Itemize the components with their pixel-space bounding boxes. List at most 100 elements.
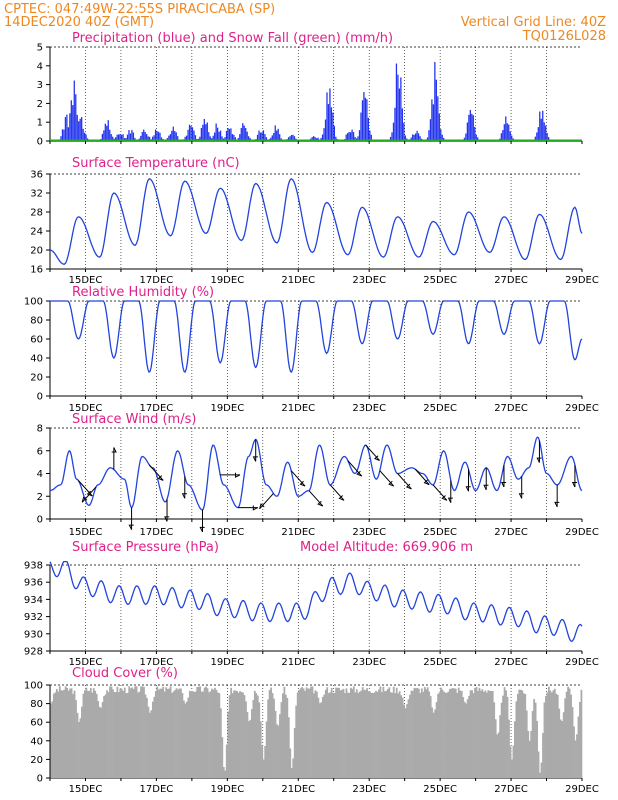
precip-bar <box>261 132 263 141</box>
x-tick-label: 23DEC <box>352 657 386 668</box>
cloud-bar <box>166 688 169 778</box>
cloud-bar <box>267 699 270 778</box>
precip-bar <box>246 131 248 141</box>
precip-bar <box>144 131 146 141</box>
cloud-bar <box>185 701 188 778</box>
cloud-bar <box>440 687 442 778</box>
x-tick-label: 27DEC <box>494 657 528 668</box>
precip-bar <box>363 92 365 141</box>
cloud-bar <box>330 687 333 778</box>
precip-bar <box>417 133 420 141</box>
cloud-bar <box>434 709 436 778</box>
wind-arrow <box>259 493 274 510</box>
cloud-bar <box>548 686 550 778</box>
precip-bar <box>72 105 74 141</box>
wind-arrow-head <box>356 470 362 477</box>
precip-bar <box>361 100 364 141</box>
cloud-bar <box>249 719 252 778</box>
cloud-bar <box>468 695 470 778</box>
precip-bar <box>335 136 337 141</box>
cloud-bar <box>435 702 438 778</box>
cloud-bar <box>534 702 537 778</box>
cloud-bar <box>549 690 552 778</box>
panel-title: Surface Pressure (hPa) <box>72 540 219 555</box>
precip-bar <box>469 109 471 141</box>
wind-arrow-head <box>518 493 524 499</box>
cloud-bar <box>454 688 457 778</box>
cloud-bar <box>172 691 175 778</box>
cloud-bar <box>196 687 199 778</box>
cloud-bar <box>151 701 154 778</box>
cloud-bar <box>550 692 553 778</box>
wind-arrow <box>414 468 430 485</box>
cloud-bar <box>131 687 134 778</box>
y-tick-label: 80 <box>30 699 43 710</box>
cloud-bar <box>466 699 469 778</box>
x-tick-label: 15DEC <box>69 275 103 286</box>
cloud-bar <box>112 689 114 778</box>
precip-bar <box>104 123 106 141</box>
precip-bar <box>153 135 155 141</box>
precip-bar <box>101 133 103 141</box>
cloud-bar <box>388 687 391 778</box>
cloud-bar <box>75 700 77 778</box>
cloud-bar <box>89 687 92 778</box>
cloud-bar <box>125 693 128 778</box>
cloud-bar <box>282 693 284 778</box>
precip-bar <box>428 130 430 141</box>
precip-bar <box>117 134 120 141</box>
cloud-bar <box>514 721 516 778</box>
cloud-bar <box>284 694 287 778</box>
precip-bar <box>107 120 109 141</box>
precip-bar <box>508 124 510 141</box>
precip-bar <box>466 122 469 141</box>
precip-bar <box>416 130 418 141</box>
y-tick-label: 936 <box>24 578 43 589</box>
x-tick-label: 27DEC <box>494 403 528 414</box>
precip-bar <box>234 137 236 141</box>
x-tick-label: 19DEC <box>210 784 244 795</box>
precip-bar <box>208 132 210 141</box>
cloud-bar <box>50 703 52 778</box>
cloud-bar <box>378 689 380 778</box>
cloud-bar <box>386 688 389 778</box>
precip-bar <box>404 135 406 141</box>
precip-bar <box>354 136 356 141</box>
cloud-bar <box>329 692 332 778</box>
precip-bar <box>324 119 327 141</box>
cloud-bar <box>324 689 327 778</box>
precip-bar <box>511 135 513 141</box>
cloud-bar <box>511 759 513 778</box>
cloud-bar <box>565 691 568 778</box>
cloud-bar <box>174 690 176 778</box>
precip-bar <box>426 137 429 141</box>
cloud-bar <box>441 689 444 778</box>
x-tick-label: 15DEC <box>69 657 103 668</box>
precip-bar <box>289 136 291 141</box>
precip-bar <box>230 128 232 141</box>
cloud-bar <box>115 692 117 778</box>
cloud-bar <box>283 686 286 778</box>
cloud-bar <box>355 689 358 778</box>
precip-bar <box>131 129 133 141</box>
cloud-bar <box>181 693 184 778</box>
cloud-bar <box>293 727 296 778</box>
cloud-bar <box>107 692 110 778</box>
cloud-bar <box>349 687 352 778</box>
cloud-bar <box>85 687 88 778</box>
wind-arrow-head <box>157 475 164 481</box>
cloud-bar <box>423 686 426 778</box>
cloud-bar <box>564 698 567 778</box>
cloud-bar <box>265 721 268 778</box>
cloud-bar <box>480 690 482 778</box>
cloud-bar <box>382 686 385 778</box>
cloud-bar <box>574 740 577 778</box>
wind-arrow-head <box>536 457 542 463</box>
cloud-bar <box>119 688 122 778</box>
precip-bar <box>109 129 111 141</box>
cloud-bar <box>373 692 376 778</box>
precip-bar <box>394 107 396 141</box>
cloud-bar <box>500 702 503 778</box>
cloud-bar <box>138 691 141 778</box>
cloud-bar <box>327 693 330 778</box>
